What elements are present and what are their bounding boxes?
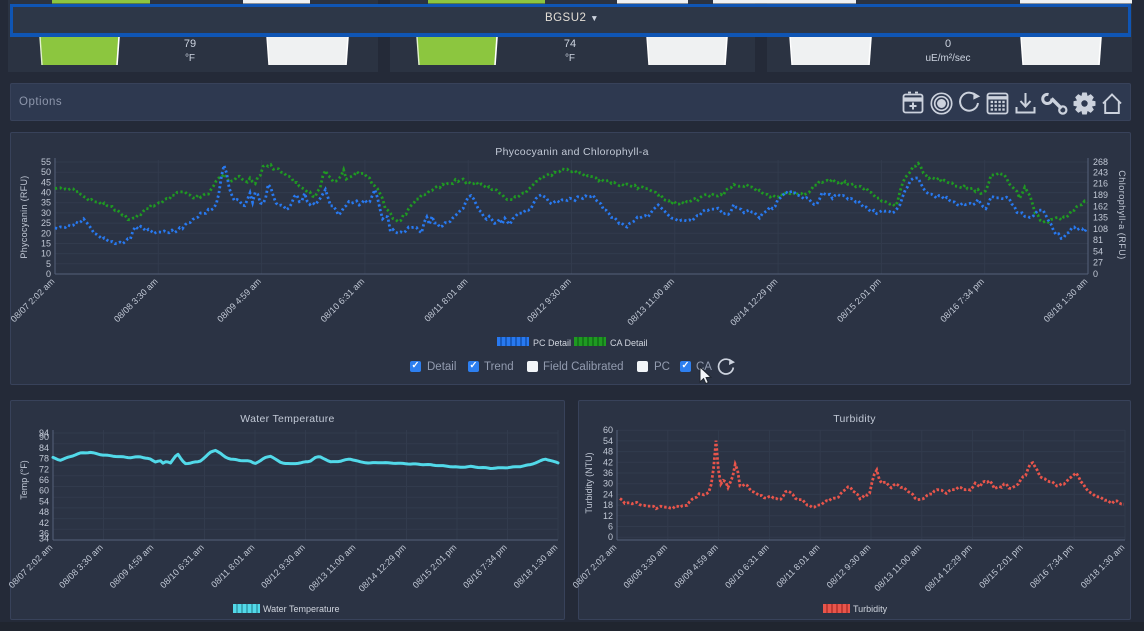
svg-text:12: 12 <box>603 511 613 521</box>
svg-text:94: 94 <box>39 428 49 438</box>
svg-text:08/10 6:31 am: 08/10 6:31 am <box>723 542 771 590</box>
svg-text:189: 189 <box>1093 190 1108 200</box>
svg-text:10: 10 <box>41 249 51 259</box>
svg-text:08/11 8:01 am: 08/11 8:01 am <box>209 542 256 589</box>
svg-text:48: 48 <box>39 507 49 517</box>
svg-text:27: 27 <box>1093 258 1103 268</box>
svg-text:24: 24 <box>603 489 613 499</box>
svg-text:Phycocyanin (RFU): Phycocyanin (RFU) <box>19 175 29 258</box>
svg-text:08/16 7:34 pm: 08/16 7:34 pm <box>938 276 986 324</box>
svg-text:08/18 1:30 am: 08/18 1:30 am <box>1042 276 1090 324</box>
svg-text:42: 42 <box>39 518 49 528</box>
svg-text:08/12 9:30 am: 08/12 9:30 am <box>825 542 873 590</box>
svg-text:54: 54 <box>1093 246 1103 256</box>
svg-text:90: 90 <box>39 432 49 442</box>
svg-text:08/16 7:34 pm: 08/16 7:34 pm <box>461 542 509 590</box>
svg-text:08/10 6:31 am: 08/10 6:31 am <box>158 542 206 590</box>
svg-text:Temp (°F): Temp (°F) <box>19 460 29 500</box>
svg-text:60: 60 <box>39 486 49 496</box>
svg-text:36: 36 <box>603 468 613 478</box>
svg-text:08/10 6:31 am: 08/10 6:31 am <box>319 276 367 324</box>
svg-text:0: 0 <box>1093 269 1098 279</box>
svg-text:08/07 2:02 am: 08/07 2:02 am <box>7 542 55 590</box>
svg-text:08/08 3:30 am: 08/08 3:30 am <box>112 276 160 324</box>
svg-text:72: 72 <box>39 464 49 474</box>
svg-text:08/13 11:00 am: 08/13 11:00 am <box>307 542 358 593</box>
svg-text:08/08 3:30 am: 08/08 3:30 am <box>57 542 105 590</box>
svg-text:08/12 9:30 am: 08/12 9:30 am <box>525 276 573 324</box>
svg-text:08/15 2:01 pm: 08/15 2:01 pm <box>977 542 1025 590</box>
svg-text:135: 135 <box>1093 213 1108 223</box>
svg-text:Turbidity (NTU): Turbidity (NTU) <box>584 452 594 513</box>
svg-text:108: 108 <box>1093 224 1108 234</box>
svg-text:08/07 2:02 am: 08/07 2:02 am <box>9 276 57 324</box>
svg-text:08/07 2:02 am: 08/07 2:02 am <box>571 542 619 590</box>
svg-text:84: 84 <box>39 443 49 453</box>
svg-text:08/14 12:29 pm: 08/14 12:29 pm <box>357 542 408 593</box>
svg-text:66: 66 <box>39 475 49 485</box>
svg-text:08/16 7:34 pm: 08/16 7:34 pm <box>1028 542 1076 590</box>
svg-text:36: 36 <box>39 529 49 539</box>
svg-text:30: 30 <box>603 479 613 489</box>
svg-text:5: 5 <box>46 259 51 269</box>
svg-text:54: 54 <box>603 436 613 446</box>
svg-text:42: 42 <box>603 457 613 467</box>
svg-text:08/13 11:00 am: 08/13 11:00 am <box>872 542 923 593</box>
svg-text:54: 54 <box>39 496 49 506</box>
svg-text:08/08 3:30 am: 08/08 3:30 am <box>621 542 669 590</box>
svg-text:25: 25 <box>41 218 51 228</box>
svg-text:6: 6 <box>608 522 613 532</box>
svg-text:45: 45 <box>41 177 51 187</box>
svg-text:40: 40 <box>41 188 51 198</box>
svg-text:08/15 2:01 pm: 08/15 2:01 pm <box>411 542 459 590</box>
svg-text:30: 30 <box>41 208 51 218</box>
svg-text:08/12 9:30 am: 08/12 9:30 am <box>259 542 307 590</box>
svg-text:34: 34 <box>39 534 49 544</box>
svg-text:0: 0 <box>46 269 51 279</box>
svg-text:08/18 1:30 am: 08/18 1:30 am <box>512 542 560 590</box>
svg-text:08/09 4:59 am: 08/09 4:59 am <box>108 542 156 590</box>
svg-text:08/13 11:00 am: 08/13 11:00 am <box>625 276 676 327</box>
svg-text:55: 55 <box>41 157 51 167</box>
svg-text:20: 20 <box>41 228 51 238</box>
svg-text:162: 162 <box>1093 201 1108 211</box>
svg-text:48: 48 <box>603 447 613 457</box>
svg-text:18: 18 <box>603 500 613 510</box>
svg-text:08/18 1:30 am: 08/18 1:30 am <box>1079 542 1127 590</box>
svg-text:35: 35 <box>41 198 51 208</box>
svg-text:08/14 12:29 pm: 08/14 12:29 pm <box>923 542 974 593</box>
svg-text:268: 268 <box>1093 157 1108 167</box>
svg-text:08/14 12:29 pm: 08/14 12:29 pm <box>728 276 779 327</box>
svg-text:60: 60 <box>603 425 613 435</box>
svg-text:78: 78 <box>39 454 49 464</box>
svg-text:243: 243 <box>1093 167 1108 177</box>
svg-text:Chlorophyll-a (RFU): Chlorophyll-a (RFU) <box>1117 170 1127 260</box>
svg-text:08/11 8:01 am: 08/11 8:01 am <box>422 276 469 323</box>
svg-text:08/15 2:01 pm: 08/15 2:01 pm <box>835 276 883 324</box>
svg-text:15: 15 <box>41 239 51 249</box>
svg-text:08/09 4:59 am: 08/09 4:59 am <box>672 542 720 590</box>
svg-text:08/11 8:01 am: 08/11 8:01 am <box>774 542 821 589</box>
svg-text:08/09 4:59 am: 08/09 4:59 am <box>215 276 263 324</box>
svg-text:50: 50 <box>41 167 51 177</box>
svg-text:81: 81 <box>1093 235 1103 245</box>
svg-text:216: 216 <box>1093 179 1108 189</box>
svg-text:0: 0 <box>608 532 613 542</box>
